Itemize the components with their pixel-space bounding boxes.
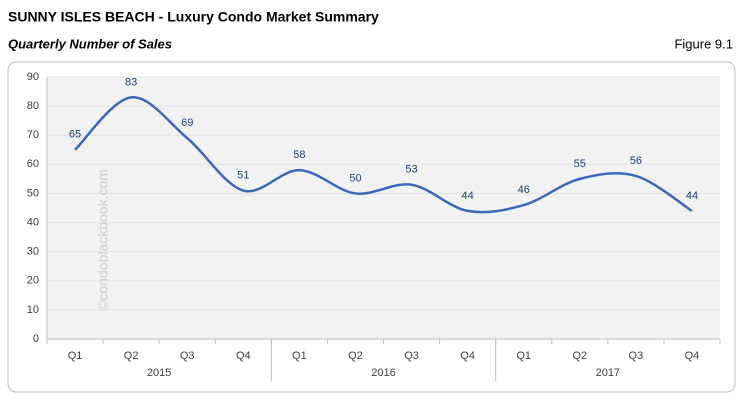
y-tick-label: 10 xyxy=(27,304,39,316)
data-label: 50 xyxy=(349,172,361,184)
y-tick-label: 60 xyxy=(27,158,39,170)
data-label: 58 xyxy=(293,149,305,161)
figure-label: Figure 9.1 xyxy=(674,36,733,51)
data-label: 69 xyxy=(181,117,193,129)
data-label: 53 xyxy=(405,164,417,176)
page-title: SUNNY ISLES BEACH - Luxury Condo Market … xyxy=(8,9,379,25)
line xyxy=(74,96,693,214)
y-tick-label: 90 xyxy=(27,71,39,83)
x-tick-label: Q1 xyxy=(516,350,531,362)
x-tick-label: Q2 xyxy=(348,350,363,362)
y-tick-label: 50 xyxy=(27,187,39,199)
data-label: 83 xyxy=(125,76,137,88)
x-tick-label: Q4 xyxy=(685,350,700,362)
watermark: ©condoblackbook.com xyxy=(95,169,111,311)
year-label: 2015 xyxy=(147,367,171,379)
y-tick-label: 0 xyxy=(33,333,39,345)
y-tick-label: 30 xyxy=(27,246,39,258)
year-label: 2017 xyxy=(596,367,620,379)
x-tick-label: Q4 xyxy=(460,350,475,362)
data-label: 44 xyxy=(462,190,474,202)
data-label: 55 xyxy=(574,158,586,170)
x-tick-label: Q2 xyxy=(124,350,139,362)
x-tick-label: Q3 xyxy=(629,350,644,362)
y-tick-label: 20 xyxy=(27,275,39,287)
y-tick-label: 40 xyxy=(27,216,39,228)
x-tick-label: Q2 xyxy=(572,350,587,362)
x-tick-label: Q1 xyxy=(68,350,83,362)
plot-area xyxy=(47,77,720,339)
year-label: 2016 xyxy=(371,367,395,379)
chart-subtitle: Quarterly Number of Sales xyxy=(8,36,172,51)
x-tick-label: Q3 xyxy=(404,350,419,362)
data-label: 51 xyxy=(237,169,249,181)
data-label: 65 xyxy=(69,129,81,141)
data-label: 56 xyxy=(630,155,642,167)
y-tick-label: 70 xyxy=(27,129,39,141)
x-tick-label: Q4 xyxy=(236,350,251,362)
y-tick-label: 80 xyxy=(27,100,39,112)
data-label: 44 xyxy=(686,190,698,202)
data-label: 46 xyxy=(518,184,530,196)
x-tick-label: Q1 xyxy=(292,350,307,362)
x-tick-label: Q3 xyxy=(180,350,195,362)
